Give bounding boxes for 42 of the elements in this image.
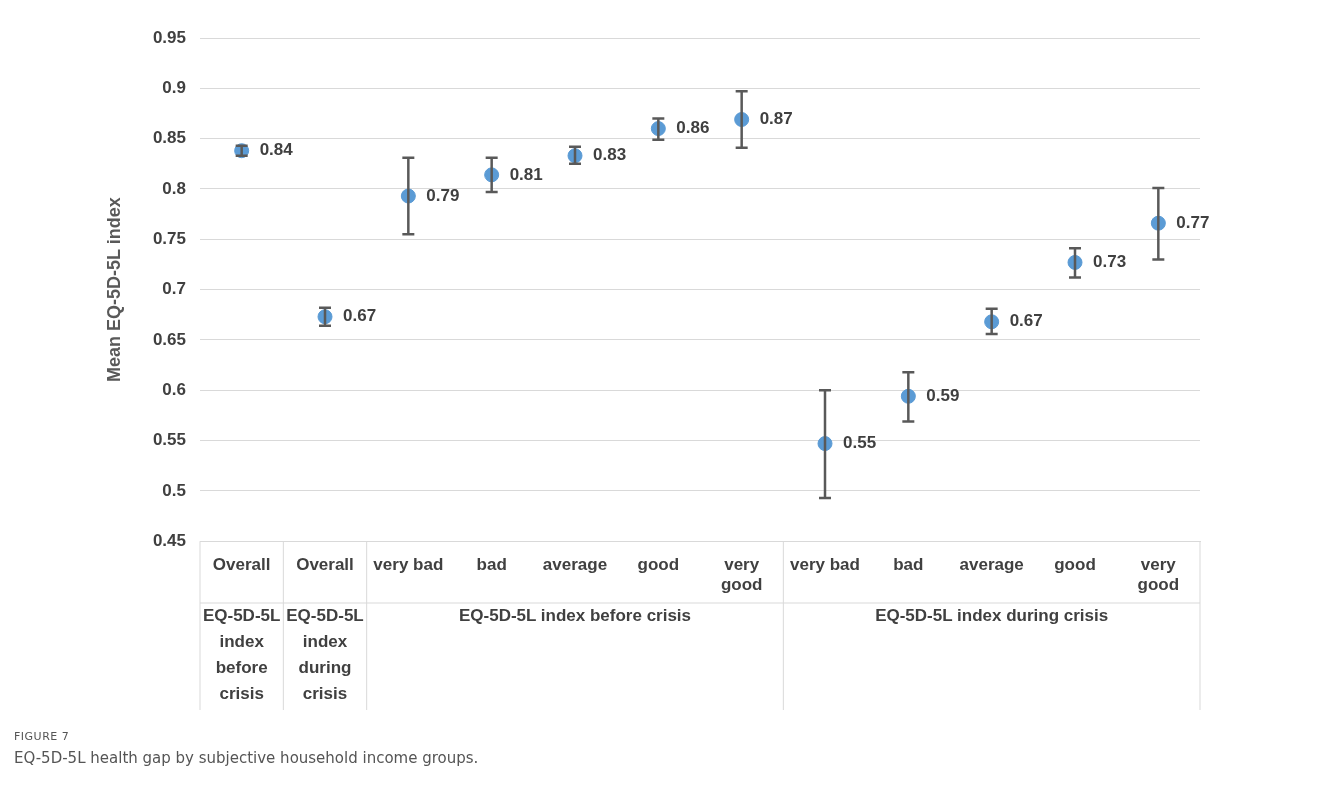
x-tick-label: Overall: [212, 555, 271, 575]
data-label: 0.86: [676, 118, 710, 138]
data-label: 0.81: [509, 164, 543, 184]
x-tick-label: bad: [893, 555, 924, 575]
y-tick-label: 0.8: [162, 178, 186, 198]
data-label: 0.59: [926, 385, 960, 405]
x-tick-label: Overall: [296, 555, 354, 575]
data-label: 0.67: [343, 306, 377, 326]
x-tick-label: average: [542, 555, 608, 575]
y-tick-label: 0.6: [162, 379, 186, 399]
text: EQ-5D-5L index before crisis: [458, 606, 692, 626]
text: EQ-5D-5L index before crisis: [202, 606, 281, 704]
x-tick-label: good: [1054, 555, 1096, 575]
data-label: 0.73: [1093, 252, 1127, 272]
y-tick-label: 0.45: [152, 530, 186, 550]
x-tick-label: good: [637, 555, 680, 575]
caption: FIGURE 7: [14, 730, 71, 743]
x-tick-label: very good: [1137, 555, 1180, 595]
x-tick-label: very bad: [790, 555, 860, 575]
y-tick-label: 0.7: [162, 279, 186, 299]
y-tick-label: 0.55: [152, 430, 186, 450]
y-axis-title: Mean EQ-5D-5L index: [103, 197, 124, 382]
y-tick-label: 0.9: [162, 78, 186, 98]
data-label: 0.67: [1009, 311, 1043, 331]
data-label: 0.87: [759, 109, 793, 129]
y-tick-label: 0.95: [152, 27, 186, 47]
text: EQ-5D-5L index during crisis: [875, 606, 1109, 626]
x-tick-label: very good: [720, 555, 763, 595]
data-label: 0.55: [843, 433, 877, 453]
y-tick-label: 0.75: [152, 228, 186, 248]
data-label: 0.79: [426, 185, 460, 205]
y-tick-label: 0.5: [162, 480, 186, 500]
data-label: 0.83: [593, 145, 627, 165]
data-label: 0.77: [1176, 212, 1210, 232]
x-tick-label: average: [959, 555, 1024, 575]
x-tick-label: bad: [476, 555, 507, 575]
text: EQ-5D-5L index during crisis: [286, 606, 364, 704]
y-tick-label: 0.85: [152, 128, 186, 148]
x-tick-label: very bad: [373, 555, 444, 575]
y-tick-label: 0.65: [152, 329, 186, 349]
text: EQ-5D-5L health gap by subjective household income groups.: [14, 749, 479, 767]
data-label: 0.84: [259, 140, 294, 160]
